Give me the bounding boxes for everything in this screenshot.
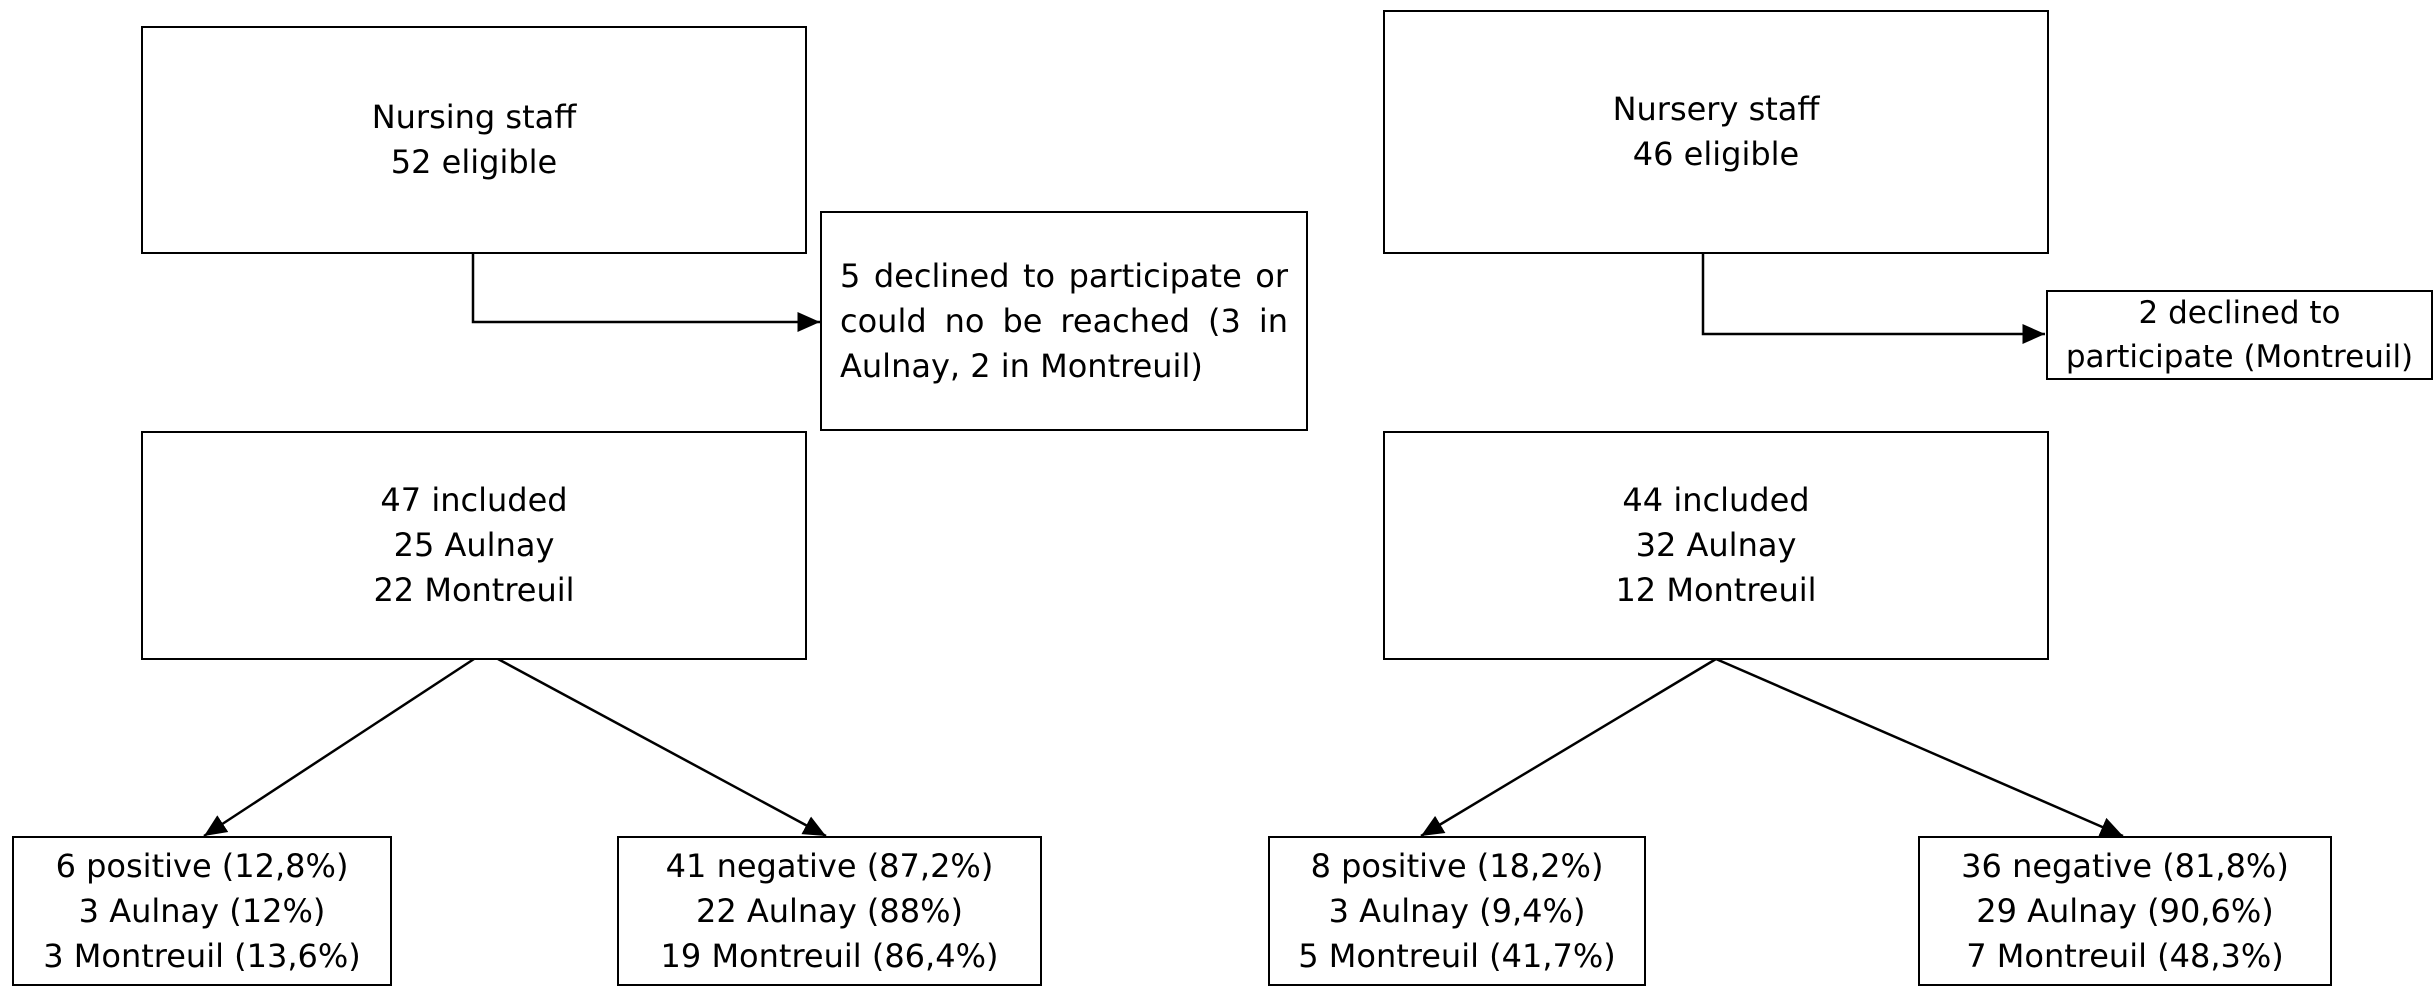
left-positive-arrow bbox=[203, 657, 475, 838]
nursing-positive-box: 6 positive (12,8%) 3 Aulnay (12%) 3 Mont… bbox=[12, 836, 392, 986]
nursery-positive-aulnay: 3 Aulnay (9,4%) bbox=[1328, 891, 1586, 930]
nursery-included-aulnay: 32 Aulnay bbox=[1635, 526, 1797, 564]
nursing-positive-aulnay: 3 Aulnay (12%) bbox=[78, 891, 326, 930]
nursing-eligible-box: Nursing staff 52 eligible bbox=[141, 26, 807, 254]
nursing-included-box: 47 included 25 Aulnay 22 Montreuil bbox=[141, 431, 807, 660]
nursing-declined-line-3: Aulnay, 2 in Montreuil) bbox=[840, 346, 1203, 385]
left-negative-arrow bbox=[497, 657, 827, 838]
nursing-declined-box: 5 declined to participate or could no be… bbox=[820, 211, 1308, 431]
right-negative-arrow bbox=[1715, 657, 2124, 838]
nursing-staff-label: Nursing staff bbox=[371, 98, 577, 136]
nursery-positive-montreuil: 5 Montreuil (41,7%) bbox=[1298, 936, 1616, 975]
nursery-included-box: 44 included 32 Aulnay 12 Montreuil bbox=[1383, 431, 2049, 660]
nursing-included-total: 47 included bbox=[380, 481, 568, 519]
nursing-eligible-count: 52 eligible bbox=[390, 143, 558, 181]
nursing-positive-total: 6 positive (12,8%) bbox=[55, 846, 349, 885]
nursery-positive-total: 8 positive (18,2%) bbox=[1310, 846, 1604, 885]
right-exclusion-arrow bbox=[1701, 253, 2045, 344]
nursery-eligible-count: 46 eligible bbox=[1632, 135, 1800, 173]
nursing-included-montreuil: 22 Montreuil bbox=[373, 571, 575, 609]
nursery-positive-box: 8 positive (18,2%) 3 Aulnay (9,4%) 5 Mon… bbox=[1268, 836, 1646, 986]
nursing-declined-line-1: 5 declined to participate or bbox=[840, 256, 1288, 295]
left-exclusion-arrow bbox=[471, 253, 820, 332]
nursery-included-montreuil: 12 Montreuil bbox=[1615, 571, 1817, 609]
nursery-staff-label: Nursery staff bbox=[1612, 90, 1820, 128]
right-positive-arrow bbox=[1420, 657, 1717, 838]
nursery-included-total: 44 included bbox=[1622, 481, 1810, 519]
nursing-declined-line-2: could no be reached (3 in bbox=[840, 301, 1288, 340]
nursery-negative-aulnay: 29 Aulnay (90,6%) bbox=[1976, 891, 2274, 930]
nursing-negative-box: 41 negative (87,2%) 22 Aulnay (88%) 19 M… bbox=[617, 836, 1042, 986]
nursery-declined-box: 2 declined to participate (Montreuil) bbox=[2046, 290, 2433, 380]
nursery-negative-montreuil: 7 Montreuil (48,3%) bbox=[1966, 936, 2284, 975]
nursery-eligible-box: Nursery staff 46 eligible bbox=[1383, 10, 2049, 254]
nursery-declined-line-1: 2 declined to bbox=[2138, 295, 2341, 331]
nursery-negative-total: 36 negative (81,8%) bbox=[1961, 846, 2289, 885]
nursing-positive-montreuil: 3 Montreuil (13,6%) bbox=[43, 936, 361, 975]
nursing-negative-total: 41 negative (87,2%) bbox=[665, 846, 994, 885]
nursery-declined-line-2: participate (Montreuil) bbox=[2065, 339, 2414, 375]
nursing-negative-montreuil: 19 Montreuil (86,4%) bbox=[660, 936, 999, 975]
nursing-negative-aulnay: 22 Aulnay (88%) bbox=[695, 891, 964, 930]
nursery-negative-box: 36 negative (81,8%) 29 Aulnay (90,6%) 7 … bbox=[1918, 836, 2332, 986]
nursing-included-aulnay: 25 Aulnay bbox=[393, 526, 555, 564]
